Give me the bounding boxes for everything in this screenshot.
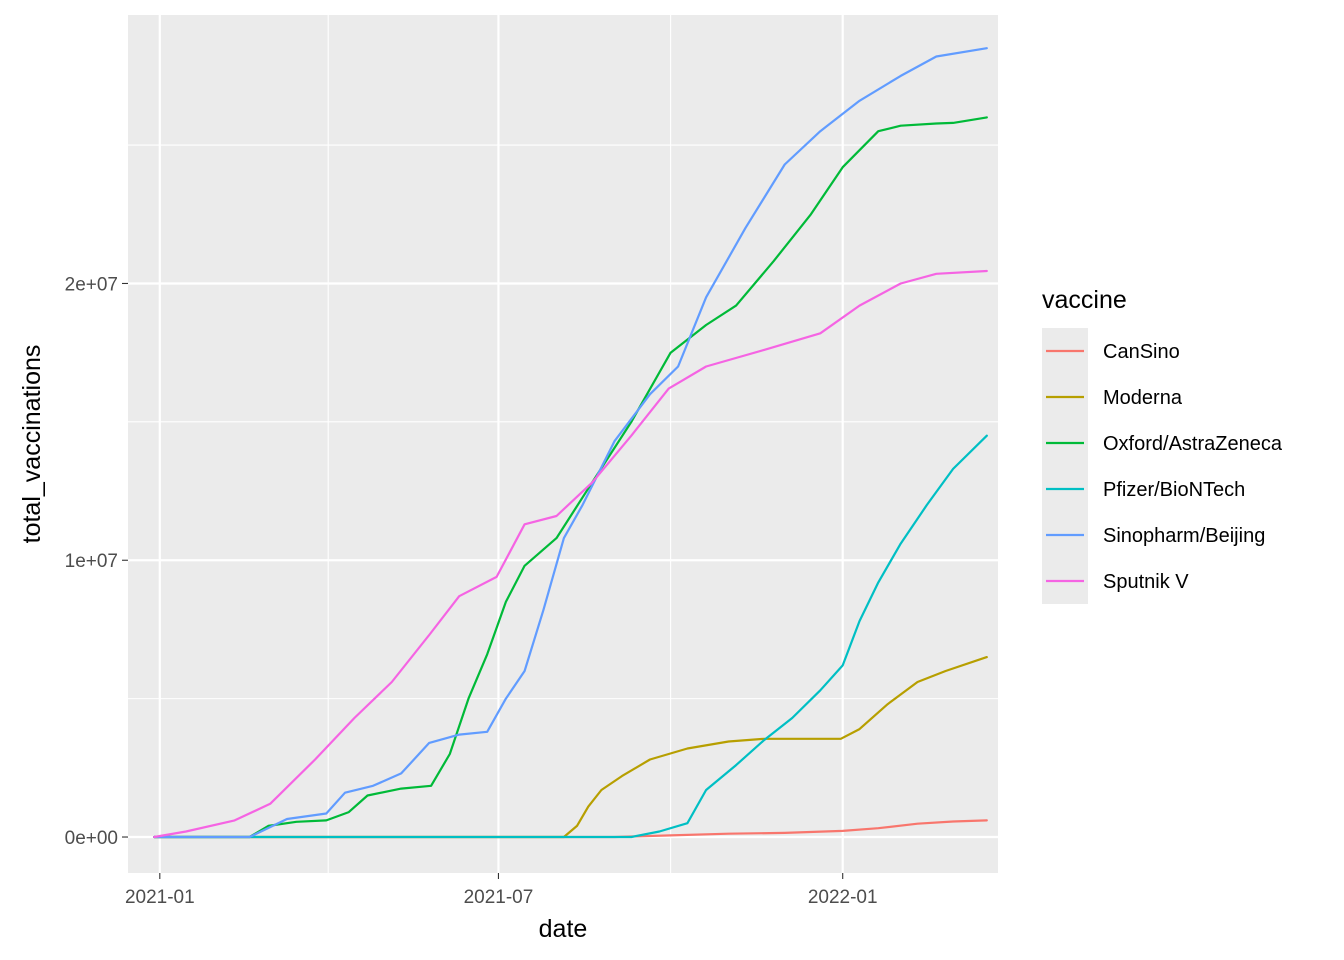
legend: vaccine CanSino Moderna Oxford/AstraZeneca…	[1042, 286, 1283, 604]
series-line-moderna	[153, 656, 988, 839]
legend-title: vaccine	[1042, 286, 1127, 314]
series-line-sinopharm-beijing	[153, 47, 988, 839]
y-tick-label: 0e+00	[65, 828, 118, 849]
y-axis-title: total_vaccinations	[18, 345, 46, 544]
y-tick-label: 1e+07	[65, 551, 118, 572]
y-tick-label: 2e+07	[65, 274, 118, 295]
legend-label-sputnik-v: Sputnik V	[1103, 571, 1189, 593]
minor-gridlines	[128, 15, 998, 873]
series-lines	[153, 47, 988, 839]
x-tick-label: 2022-01	[808, 887, 878, 908]
series-line-sputnik-v	[153, 269, 988, 839]
series-line-pfizer-biontech	[153, 434, 988, 839]
panel-background	[128, 15, 998, 873]
x-axis-title: date	[539, 915, 588, 943]
x-tick-label: 2021-01	[125, 887, 195, 908]
x-axis: 2021-01 2021-07 2022-01	[125, 873, 878, 908]
y-axis: 0e+00 1e+07 2e+07	[65, 274, 128, 849]
x-tick-label: 2021-07	[464, 887, 534, 908]
series-line-cansino	[153, 819, 988, 839]
legend-label-pfizer-biontech: Pfizer/BioNTech	[1103, 479, 1245, 501]
legend-key-background	[1042, 328, 1088, 604]
legend-label-cansino: CanSino	[1103, 341, 1180, 363]
legend-label-sinopharm-beijing: Sinopharm/Beijing	[1103, 525, 1265, 547]
legend-label-moderna: Moderna	[1103, 387, 1183, 409]
series-line-oxford-astrazeneca	[153, 116, 988, 839]
legend-label-oxford-astrazeneca: Oxford/AstraZeneca	[1103, 433, 1283, 455]
